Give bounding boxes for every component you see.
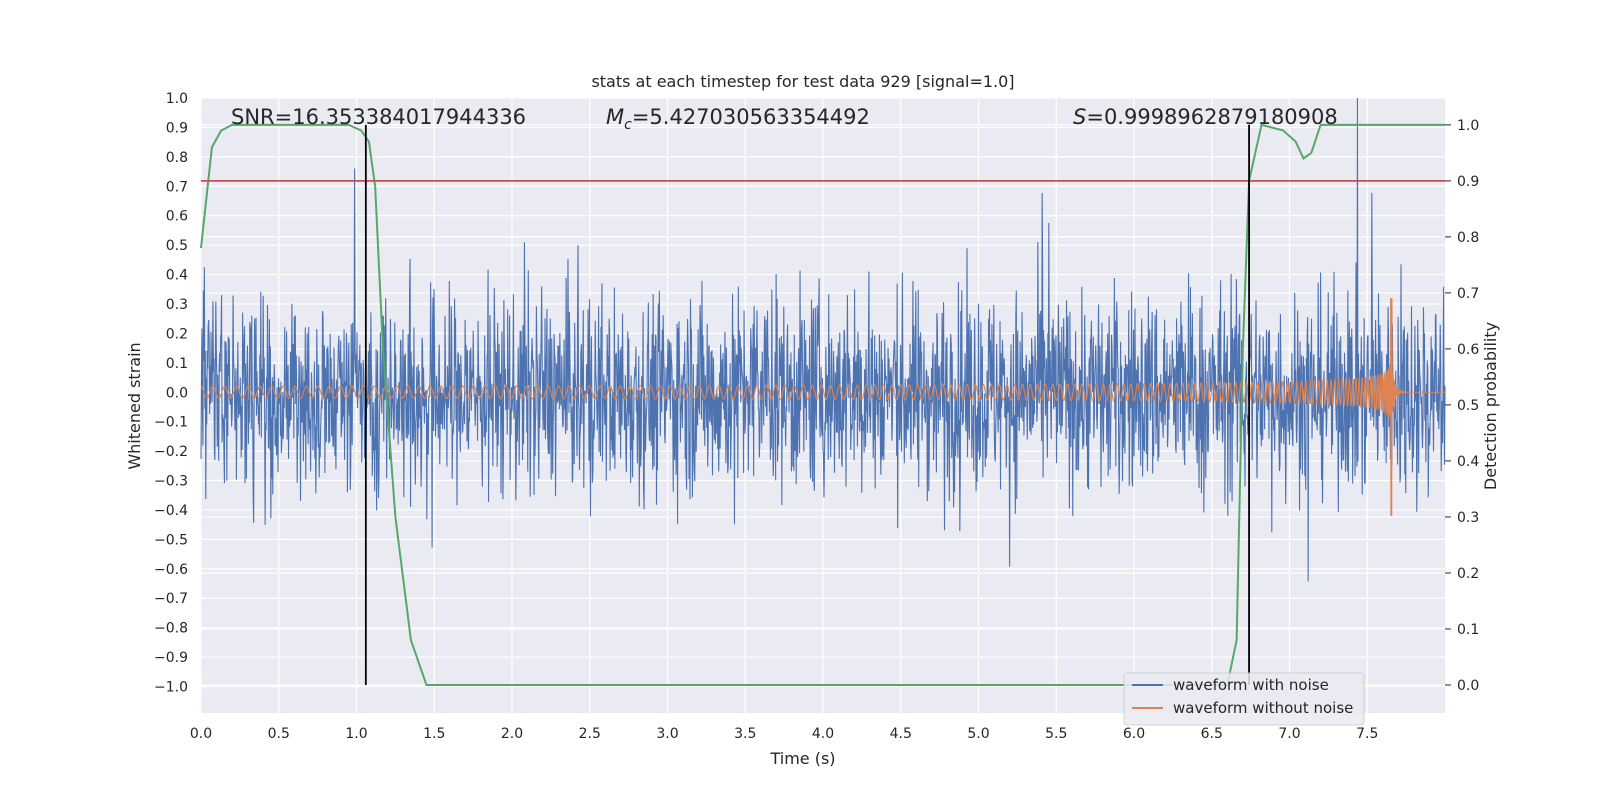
noise-waveform-line [200, 97, 1446, 582]
annotation-snr: SNR=16.353384017944336 [231, 105, 526, 129]
x-tick-label: 2.5 [579, 726, 601, 742]
y-axis-label-right: Detection probability [1481, 322, 1500, 490]
y-left-tick-label: −0.8 [154, 621, 188, 637]
annotation-chirp-mass: Mc=5.427030563354492 [606, 105, 870, 133]
y-right-tick-label: 0.7 [1457, 286, 1479, 302]
legend-box [1123, 672, 1365, 726]
x-tick-label: 1.0 [345, 726, 367, 742]
y-right-tick-label: 0.6 [1457, 342, 1479, 358]
y-left-tick-label: −0.3 [154, 474, 188, 490]
y-left-tick-label: −0.6 [154, 562, 188, 578]
y-left-tick-label: −0.9 [154, 650, 188, 666]
x-tick-label: 7.0 [1278, 726, 1300, 742]
legend-label-clean: waveform without noise [1173, 699, 1353, 717]
y-left-tick-label: −0.4 [154, 503, 188, 519]
y-right-tick-label: 1.0 [1457, 118, 1479, 134]
y-left-tick-label: 0.5 [166, 238, 188, 254]
series-detection-probability [200, 123, 1445, 686]
chart-title: stats at each timestep for test data 929… [591, 72, 1014, 91]
legend-label-noise: waveform with noise [1173, 676, 1329, 694]
x-tick-label: 7.5 [1356, 726, 1378, 742]
x-tick-label: 4.0 [812, 726, 834, 742]
y-axis-label-left: Whitened strain [125, 342, 144, 469]
legend: waveform with noise waveform without noi… [1123, 672, 1365, 726]
annotation-score: S=0.9998962879180908 [1073, 105, 1338, 129]
x-tick-label: 6.0 [1123, 726, 1145, 742]
y-left-tick-label: 0.8 [166, 150, 188, 166]
y-left-tick-label: 0.3 [166, 297, 188, 313]
y-left-tick-label: 0.9 [166, 120, 188, 136]
clean-waveform-line [200, 298, 1445, 516]
x-tick-label: 4.5 [890, 726, 912, 742]
y-right-tick-label: 0.2 [1457, 566, 1479, 582]
y-left-tick-label: 1.0 [166, 91, 188, 107]
y-right-tick-label: 0.3 [1457, 510, 1479, 526]
y-left-tick-label: 0.4 [166, 268, 188, 284]
annotation-chirp-mass-value: =5.427030563354492 [632, 105, 870, 129]
series-waveform-with-noise [200, 97, 1446, 582]
annotation-score-value: =0.9998962879180908 [1086, 105, 1337, 129]
x-tick-label: 5.0 [967, 726, 989, 742]
x-tick-label: 0.5 [268, 726, 290, 742]
x-tick-label: 5.5 [1045, 726, 1067, 742]
x-tick-label: 3.5 [734, 726, 756, 742]
y-left-tick-label: 0.7 [166, 179, 188, 195]
y-left-tick-label: 0.6 [166, 209, 188, 225]
detection-probability-line [200, 123, 1445, 686]
annotation-score-symbol: S [1073, 105, 1086, 129]
vertical-markers [364, 124, 1250, 685]
y-right-tick-label: 0.1 [1457, 622, 1479, 638]
x-tick-label: 3.0 [656, 726, 678, 742]
y-right-tick-label: 0.5 [1457, 398, 1479, 414]
y-left-tick-label: −0.7 [154, 591, 188, 607]
series-waveform-without-noise [200, 298, 1445, 516]
y-right-tick-label: 0.9 [1457, 174, 1479, 190]
y-right-tick-label: 0.4 [1457, 454, 1479, 470]
y-left-tick-label: −0.2 [154, 444, 188, 460]
annotation-chirp-mass-symbol: M [606, 105, 624, 129]
x-tick-label: 6.5 [1201, 726, 1223, 742]
y-left-tick-label: 0.1 [166, 356, 188, 372]
x-tick-label: 2.0 [501, 726, 523, 742]
y-left-tick-label: 0.0 [166, 385, 188, 401]
y-right-tick-label: 0.0 [1457, 678, 1479, 694]
x-tick-label: 0.0 [190, 726, 212, 742]
y-left-tick-label: −0.1 [154, 415, 188, 431]
axis-ticks: 0.0 0.5 1.0 1.5 2.0 2.5 3.0 3.5 4.0 4.5 5.0 5.5 6.0 6… [154, 91, 1479, 742]
x-axis-label: Time (s) [769, 749, 835, 768]
y-left-tick-label: −0.5 [154, 532, 188, 548]
y-right-tick-label: 0.8 [1457, 230, 1479, 246]
annotation-chirp-mass-sub: c [624, 117, 632, 133]
y-left-tick-label: −1.0 [154, 680, 188, 696]
y-left-tick-label: 0.2 [166, 326, 188, 342]
x-tick-label: 1.5 [423, 726, 445, 742]
